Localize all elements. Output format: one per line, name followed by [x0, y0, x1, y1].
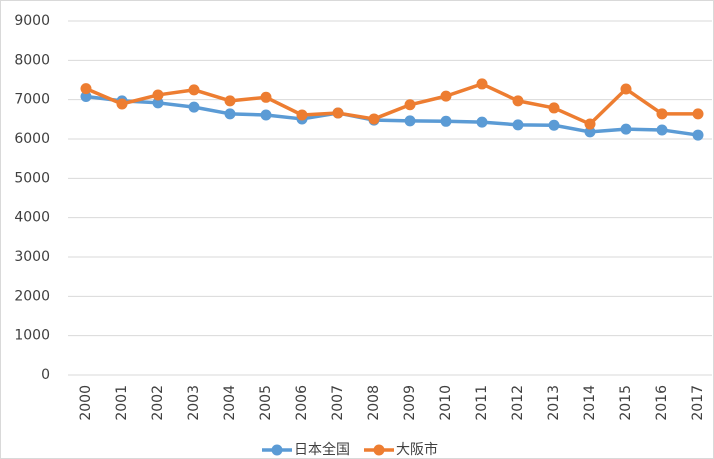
x-tick-label: 2017 [690, 385, 706, 421]
legend-label: 大阪市 [396, 441, 438, 458]
data-point [296, 109, 308, 121]
data-point [440, 115, 452, 127]
y-tick-label: 9000 [14, 13, 50, 29]
data-point [656, 108, 668, 120]
data-point [512, 95, 524, 107]
data-point [656, 124, 668, 136]
y-tick-label: 0 [41, 367, 50, 383]
y-tick-label: 5000 [14, 170, 50, 186]
legend-marker [373, 444, 385, 456]
x-tick-label: 2011 [474, 385, 490, 421]
data-point [152, 89, 164, 101]
x-tick-label: 2003 [186, 385, 202, 421]
y-tick-label: 2000 [14, 288, 50, 304]
legend-marker [271, 444, 283, 456]
series-line [85, 94, 699, 137]
data-point [188, 101, 200, 113]
x-tick-label: 2007 [330, 385, 346, 421]
data-point [548, 119, 560, 131]
x-tick-label: 2000 [78, 385, 94, 421]
x-tick-label: 2005 [258, 385, 274, 421]
data-point [332, 107, 344, 119]
data-point [224, 108, 236, 120]
data-point [692, 108, 704, 120]
data-point [368, 113, 380, 125]
x-tick-label: 2014 [582, 385, 598, 421]
y-tick-label: 4000 [14, 210, 50, 226]
x-tick-label: 2009 [402, 385, 418, 421]
data-point [188, 84, 200, 96]
data-point [116, 98, 128, 110]
data-point [512, 119, 524, 131]
data-point [260, 91, 272, 103]
x-tick-label: 2013 [546, 385, 562, 421]
data-point [404, 99, 416, 111]
series-line [85, 82, 698, 126]
data-point [80, 83, 92, 95]
x-tick-label: 2015 [618, 385, 634, 421]
x-tick-label: 2006 [294, 385, 310, 421]
x-tick-label: 2012 [510, 385, 526, 421]
y-tick-label: 1000 [14, 328, 50, 344]
data-point [152, 97, 164, 109]
data-point [224, 95, 236, 107]
data-point [404, 115, 416, 127]
x-tick-label: 2010 [438, 385, 454, 421]
data-point [584, 126, 596, 138]
data-point [476, 78, 488, 90]
y-tick-label: 3000 [14, 249, 50, 265]
data-point [584, 118, 596, 130]
data-point [80, 91, 92, 103]
y-tick-label: 7000 [14, 92, 50, 108]
data-point [620, 83, 632, 95]
data-point [476, 116, 488, 128]
y-tick-label: 6000 [14, 131, 50, 147]
legend-label: 日本全国 [294, 441, 350, 458]
data-point [692, 129, 704, 141]
x-tick-label: 2016 [654, 385, 670, 421]
x-tick-label: 2001 [114, 385, 130, 421]
y-tick-label: 8000 [14, 52, 50, 68]
data-point [548, 102, 560, 114]
data-point [620, 123, 632, 135]
x-tick-label: 2002 [150, 385, 166, 421]
data-point [260, 109, 272, 121]
x-tick-label: 2004 [222, 385, 238, 421]
data-point [440, 90, 452, 102]
x-tick-label: 2008 [366, 385, 382, 421]
